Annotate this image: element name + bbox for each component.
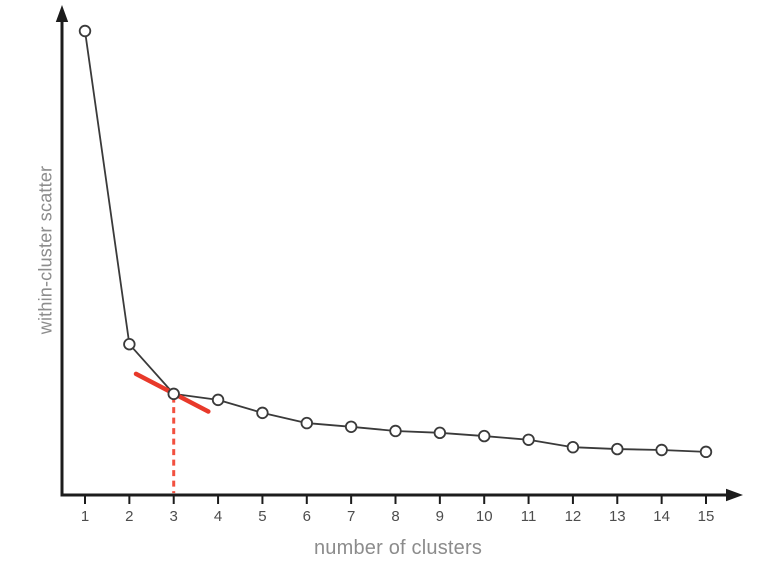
x-tick-label: 5 bbox=[258, 508, 266, 525]
data-point bbox=[389, 424, 402, 438]
data-point bbox=[566, 441, 580, 454]
data-point bbox=[478, 429, 491, 443]
data-point bbox=[433, 426, 447, 440]
x-axis-label: number of clusters bbox=[313, 537, 483, 559]
x-tick-label: 14 bbox=[653, 508, 670, 525]
x-tick-label: 13 bbox=[609, 508, 626, 525]
data-point bbox=[699, 445, 713, 459]
data-point bbox=[655, 443, 668, 457]
data-point-elbow bbox=[167, 387, 180, 401]
data-point bbox=[300, 416, 313, 430]
y-axis-label: within-cluster scatter bbox=[35, 165, 56, 335]
x-axis-arrow-icon bbox=[726, 488, 743, 502]
y-axis-arrow-icon bbox=[55, 5, 69, 22]
scatter-curve bbox=[84, 30, 707, 453]
x-tick-label: 15 bbox=[698, 508, 715, 525]
x-tick-label: 1 bbox=[81, 508, 89, 525]
data-point bbox=[256, 406, 269, 420]
x-tick-label: 3 bbox=[170, 508, 178, 525]
x-tick-label: 10 bbox=[476, 508, 493, 525]
data-point bbox=[123, 338, 136, 351]
data-point bbox=[344, 420, 358, 433]
x-tick-label: 12 bbox=[565, 508, 582, 525]
x-tick-label: 4 bbox=[214, 508, 222, 525]
x-tick-label: 11 bbox=[521, 508, 537, 525]
x-tick-label: 9 bbox=[436, 508, 444, 525]
x-tick-label: 2 bbox=[125, 508, 133, 525]
x-tick-label: 6 bbox=[303, 508, 311, 525]
x-tick-label: 7 bbox=[347, 508, 355, 525]
data-point bbox=[611, 442, 624, 456]
x-tick-label: 8 bbox=[391, 508, 399, 525]
data-point bbox=[211, 393, 225, 407]
data-point bbox=[78, 24, 92, 38]
data-point bbox=[522, 433, 535, 446]
